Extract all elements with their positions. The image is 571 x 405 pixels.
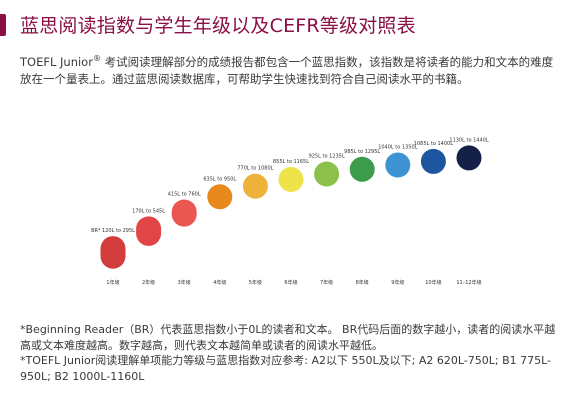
data-label-1: BR* 120L to 295L xyxy=(91,228,135,234)
data-label-3: 415L to 760L xyxy=(168,192,201,198)
x-tick-label-11: 11–12年级 xyxy=(456,279,481,286)
x-tick-label-5: 5年级 xyxy=(249,279,262,286)
title-accent-bar xyxy=(0,14,6,36)
bar-7 xyxy=(314,161,340,187)
x-tick-label-8: 8年级 xyxy=(356,279,369,286)
intro-brand: TOEFL Junior xyxy=(20,54,93,69)
intro-paragraph: TOEFL Junior® 考试阅读理解部分的成绩报告都包含一个蓝思指数，该指数… xyxy=(20,50,560,88)
x-tick-label-2: 2年级 xyxy=(142,279,155,286)
x-tick-label-4: 4年级 xyxy=(213,279,226,286)
x-tick-label-3: 3年级 xyxy=(178,279,191,286)
bar-6 xyxy=(278,167,304,192)
bar-9 xyxy=(385,152,411,178)
footnote-br-explanation: *Beginning Reader（BR）代表蓝思指数小于0L的读者和文本。 B… xyxy=(20,323,556,352)
data-label-9: 1040L to 1350L xyxy=(378,145,417,151)
bar-4 xyxy=(207,184,233,210)
data-label-5: 770L to 1080L xyxy=(237,166,273,172)
footnote: *Beginning Reader（BR）代表蓝思指数小于0L的读者和文本。 B… xyxy=(20,322,560,384)
data-label-8: 985L to 1295L xyxy=(344,149,380,155)
data-label-11: 1130L to 1440L xyxy=(449,137,488,143)
data-label-7: 925L to 1235L xyxy=(309,154,345,160)
x-tick-label-9: 9年级 xyxy=(391,279,404,286)
bar-11 xyxy=(456,145,482,171)
bar-10 xyxy=(420,148,446,174)
bar-2 xyxy=(136,216,162,246)
x-tick-label-10: 10年级 xyxy=(425,279,441,286)
bar-5 xyxy=(242,173,268,199)
data-label-2: 170L to 545L xyxy=(132,208,165,214)
bar-3 xyxy=(171,199,197,227)
lexile-chart-svg: BR* 120L to 295L 1年级 170L to 545L 2年级 415L t… xyxy=(91,137,489,286)
data-label-4: 635L to 950L xyxy=(203,176,236,182)
bar-8 xyxy=(349,156,375,182)
page-title: 蓝思阅读指数与学生年级以及CEFR等级对照表 xyxy=(20,15,416,37)
bar-1 xyxy=(100,236,126,269)
data-label-6: 855L to 1165L xyxy=(273,159,309,165)
footnote-cefr-mapping: *TOEFL Junior阅读理解单项能力等级与蓝思指数对应参考: A2以下 5… xyxy=(20,354,552,383)
registered-mark: ® xyxy=(92,54,101,63)
x-tick-label-1: 1年级 xyxy=(106,279,119,286)
intro-text: 考试阅读理解部分的成绩报告都包含一个蓝思指数，该指数是将读者的能力和文本的难度放… xyxy=(20,54,554,86)
lexile-chart: BR* 120L to 295L 1年级 170L to 545L 2年级 415L t… xyxy=(3,108,558,306)
data-label-10: 1085L to 1400L xyxy=(414,141,453,147)
x-tick-label-6: 6年级 xyxy=(284,279,297,286)
x-tick-label-7: 7年级 xyxy=(320,279,333,286)
